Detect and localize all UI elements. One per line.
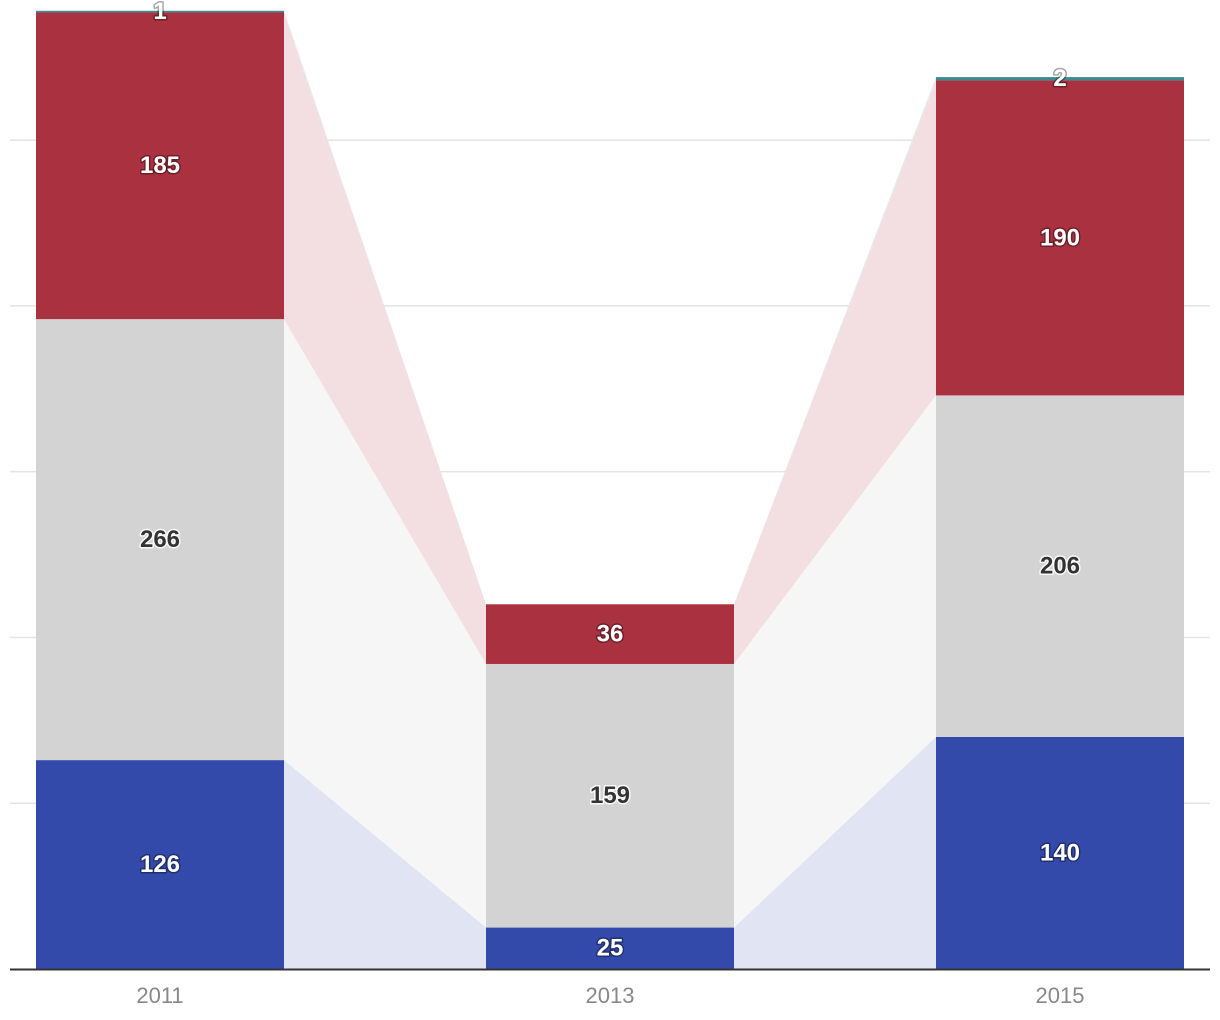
bar-segment (486, 604, 734, 664)
data-label: 126 (140, 851, 180, 878)
connector-band (734, 395, 936, 928)
connector-band (284, 760, 486, 969)
bar-segment (486, 663, 734, 928)
data-label: 159 (590, 782, 630, 809)
bar-segment (36, 12, 284, 320)
data-label: 2 (1053, 65, 1066, 92)
connector-band (284, 10, 486, 605)
bar-segment (36, 319, 284, 761)
data-label: 266 (140, 526, 180, 553)
connector-band (734, 80, 936, 664)
data-label: 25 (597, 935, 624, 962)
x-axis: 2011 2013 2015 (10, 968, 1210, 1008)
x-tick-label: 2015 (1036, 983, 1085, 1008)
data-label: 206 (1040, 552, 1080, 579)
x-tick-label: 2013 (586, 983, 635, 1008)
data-labels: 126 266 185 1 25 159 36 140 206 190 2 (138, 0, 1081, 963)
data-label: 185 (140, 152, 180, 179)
connector-band (284, 319, 486, 928)
x-tick-label: 2011 (136, 983, 183, 1008)
bar-segment (936, 736, 1184, 969)
bar-segment (936, 77, 1184, 81)
bar-segment (936, 80, 1184, 396)
connector-band (284, 12, 486, 664)
data-label: 140 (1040, 839, 1080, 866)
data-label: 36 (597, 620, 624, 647)
connector-bands (284, 10, 936, 969)
data-label: 190 (1040, 224, 1080, 251)
bar-segment (36, 10, 284, 13)
bar-segment (36, 760, 284, 969)
bars (36, 10, 1184, 969)
connector-band (734, 736, 936, 969)
bar-segment (936, 395, 1184, 737)
data-label: 1 (153, 0, 166, 25)
bar-segment (486, 927, 734, 969)
connector-band (734, 77, 936, 605)
